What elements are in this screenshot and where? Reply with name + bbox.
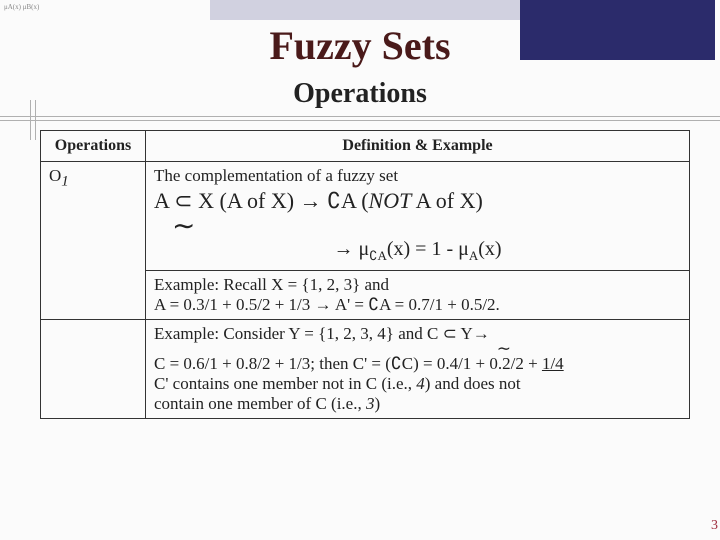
- definition-text: The complementation of a fuzzy set: [154, 166, 681, 186]
- formula-seg: μ: [353, 238, 369, 260]
- example2-line4: contain one member of C (i.e., 3): [154, 394, 681, 414]
- page-number: 3: [711, 518, 718, 534]
- example2-tilde: ∼: [154, 344, 681, 354]
- h-rule: [0, 120, 720, 121]
- arrow-icon: →: [333, 238, 353, 260]
- example1-line1: Example: Recall X = {1, 2, 3} and: [154, 275, 681, 295]
- math-seg: A ⊂ X (A of X): [154, 188, 300, 213]
- ex-underline: 1/4: [542, 354, 564, 373]
- table-row: O1 The complementation of a fuzzy set A …: [41, 162, 690, 271]
- formula-seg: (x): [478, 238, 501, 260]
- arrow-icon: →: [473, 324, 490, 343]
- decor-stripe: [210, 0, 520, 20]
- op-subscript: 1: [61, 173, 69, 189]
- math-not: NOT: [369, 188, 412, 213]
- ex-seg: Example: Consider Y = {1, 2, 3, 4} and C…: [154, 324, 473, 343]
- complement-math: A ⊂ X (A of X) → ∁A (NOT A of X): [154, 188, 681, 214]
- formula-sub: A: [469, 248, 478, 263]
- corner-notation: μA(x) μB(x): [4, 4, 39, 12]
- formula-seg: (x) = 1 - μ: [387, 238, 469, 260]
- ex-seg: A' = ∁A = 0.7/1 + 0.5/2.: [332, 295, 500, 314]
- mu-formula: → μ∁A(x) = 1 - μA(x): [154, 238, 681, 264]
- example2-line1: Example: Consider Y = {1, 2, 3, 4} and C…: [154, 324, 681, 344]
- header-definition: Definition & Example: [146, 131, 690, 162]
- page-subtitle: Operations: [0, 78, 720, 110]
- example1-line2: A = 0.3/1 + 0.5/2 + 1/3 → A' = ∁A = 0.7/…: [154, 295, 681, 315]
- ex-seg: C = 0.6/1 + 0.8/2 + 1/3; then C' = (∁C) …: [154, 354, 542, 373]
- definition-cell: The complementation of a fuzzy set A ⊂ X…: [146, 162, 690, 271]
- h-rule: [0, 116, 720, 117]
- table-row: Example: Consider Y = {1, 2, 3, 4} and C…: [41, 320, 690, 419]
- arrow-icon: →: [300, 188, 322, 213]
- ex-seg: A = 0.3/1 + 0.5/2 + 1/3: [154, 295, 315, 314]
- math-seg: ∁A (: [322, 188, 369, 213]
- example2-line2: C = 0.6/1 + 0.8/2 + 1/3; then C' = (∁C) …: [154, 354, 681, 374]
- math-seg: A of X): [411, 188, 483, 213]
- operations-table: Operations Definition & Example O1 The c…: [40, 130, 690, 419]
- ex-italic: 4: [416, 374, 425, 393]
- example1-cell: Example: Recall X = {1, 2, 3} and A = 0.…: [146, 271, 690, 320]
- ex-seg: ): [374, 394, 380, 413]
- ex-seg: contain one member of C (i.e.,: [154, 394, 366, 413]
- empty-op-cell: [41, 320, 146, 419]
- ex-seg: C' contains one member not in C (i.e.,: [154, 374, 416, 393]
- table-header-row: Operations Definition & Example: [41, 131, 690, 162]
- ex-seg: ) and does not: [425, 374, 521, 393]
- tilde-symbol: ∼: [172, 220, 681, 234]
- arrow-icon: →: [315, 295, 332, 314]
- example2-line3: C' contains one member not in C (i.e., 4…: [154, 374, 681, 394]
- operation-cell: O1: [41, 162, 146, 320]
- header-operations: Operations: [41, 131, 146, 162]
- formula-sub: ∁A: [369, 248, 387, 263]
- example2-cell: Example: Consider Y = {1, 2, 3, 4} and C…: [146, 320, 690, 419]
- op-symbol: O: [49, 166, 61, 185]
- page-title: Fuzzy Sets: [0, 22, 720, 69]
